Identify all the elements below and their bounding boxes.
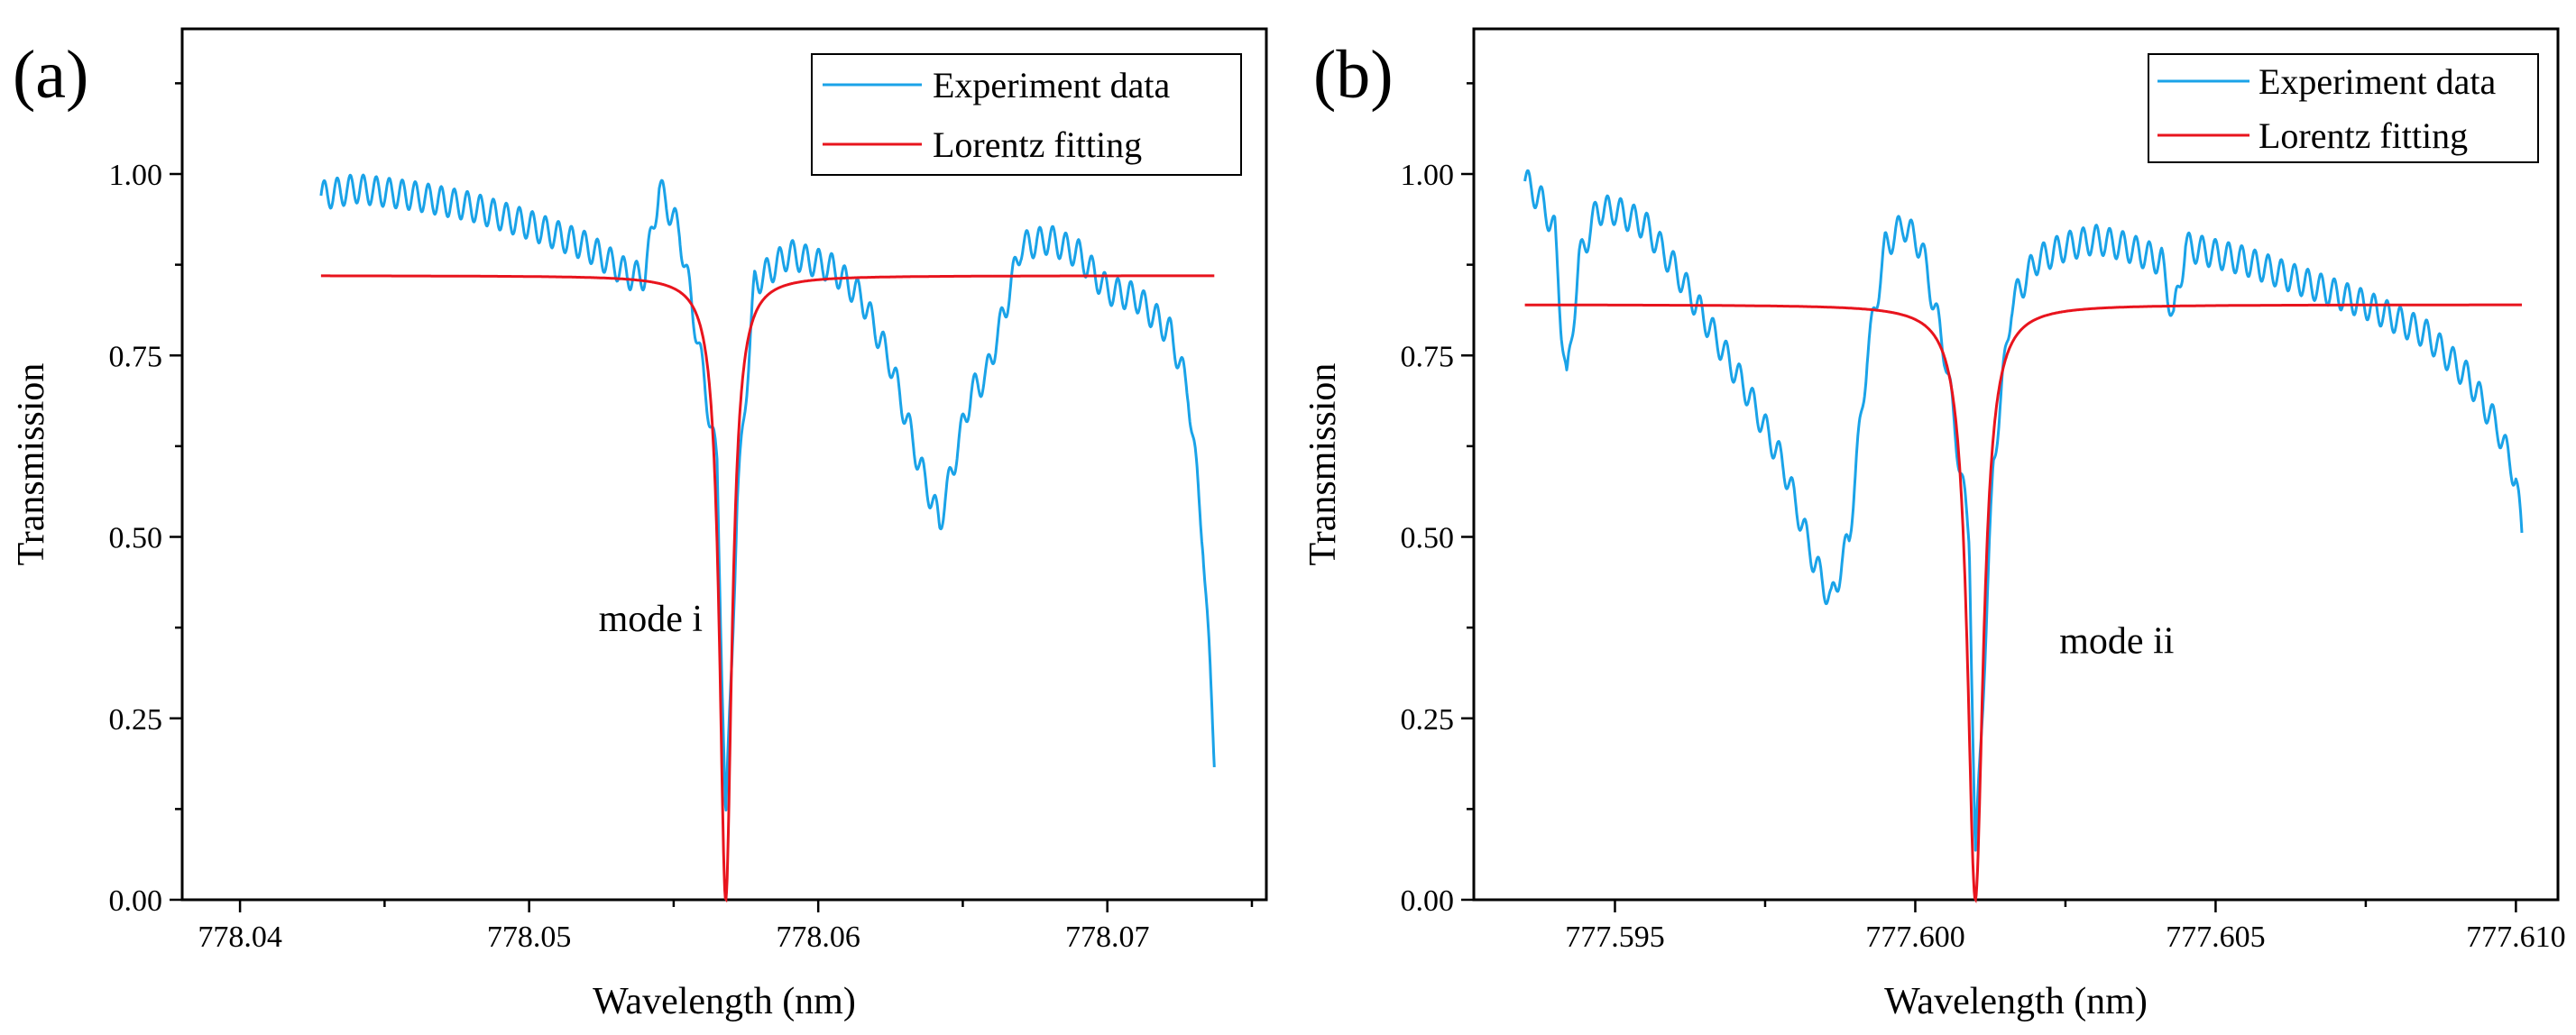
x-tick-label: 777.600 — [1865, 921, 1965, 954]
panel-b-legend: Experiment data Lorentz fitting — [2148, 53, 2539, 163]
panel-b-y-axis-title: Transmission — [1302, 363, 1344, 566]
panel-b: (b) 777.595 777.600 777.605 777.610 0.00… — [1302, 27, 2566, 1022]
x-tick-label: 777.610 — [2466, 921, 2566, 954]
y-tick-label: 1.00 — [109, 159, 163, 192]
panel-a-experiment-data-line — [319, 173, 1216, 812]
panel-a-x-axis-title: Wavelength (nm) — [593, 981, 856, 1022]
panel-a-label: (a) — [13, 37, 88, 113]
panel-a-legend-box — [811, 53, 1242, 176]
y-tick-label: 0.50 — [109, 522, 163, 555]
x-tick-label: 777.605 — [2166, 921, 2266, 954]
x-tick-label: 778.06 — [776, 921, 860, 954]
panel-a-mode-annotation: mode i — [599, 599, 703, 640]
panel-b-plot-frame — [1472, 27, 2560, 902]
panel-b-mode-annotation: mode ii — [2059, 620, 2174, 662]
y-tick-label: 0.75 — [1401, 340, 1455, 373]
panel-a-lorentz-fitting-line — [320, 274, 1215, 903]
panel-b-legend-experiment-label: Experiment data — [2259, 61, 2496, 102]
panel-b-x-axis-title: Wavelength (nm) — [1884, 981, 2148, 1022]
panel-b-y-tick-labels: 0.00 0.25 0.50 0.75 1.00 — [1401, 159, 1455, 918]
panel-a-legend: Experiment data Lorentz fitting — [811, 53, 1242, 176]
panel-a-legend-experiment-label: Experiment data — [933, 65, 1170, 105]
panel-b-y-axis — [1461, 82, 1474, 902]
y-tick-label: 0.00 — [1401, 884, 1455, 918]
panel-b-x-axis — [1614, 900, 2517, 912]
y-tick-label: 0.50 — [1401, 522, 1455, 555]
y-tick-label: 0.25 — [109, 703, 163, 737]
panel-a-y-axis-title: Transmission — [11, 363, 52, 566]
x-tick-label: 778.05 — [487, 921, 572, 954]
y-tick-label: 0.75 — [109, 340, 163, 373]
panel-b-legend-lorentz-label: Lorentz fitting — [2259, 115, 2468, 156]
panel-a-x-axis — [238, 900, 1254, 912]
panel-a: (a) 778.04 778.05 778.06 778.07 0.00 0.2… — [11, 27, 1268, 1022]
panel-a-y-axis — [170, 82, 182, 902]
panel-b-label: (b) — [1313, 37, 1394, 113]
panel-a-x-tick-labels: 778.04 778.05 778.06 778.07 — [198, 921, 1149, 954]
panel-b-x-tick-labels: 777.595 777.600 777.605 777.610 — [1565, 921, 2565, 954]
panel-a-y-tick-labels: 0.00 0.25 0.50 0.75 1.00 — [109, 159, 163, 918]
x-tick-label: 777.595 — [1565, 921, 1665, 954]
panel-b-lorentz-fitting-line — [1524, 303, 2522, 904]
panel-a-legend-lorentz-label: Lorentz fitting — [933, 124, 1142, 165]
y-tick-label: 1.00 — [1401, 159, 1455, 192]
y-tick-label: 0.25 — [1401, 703, 1455, 737]
x-tick-label: 778.07 — [1065, 921, 1150, 954]
x-tick-label: 778.04 — [198, 921, 282, 954]
y-tick-label: 0.00 — [109, 884, 163, 918]
panel-b-experiment-data-line — [1523, 169, 2524, 852]
panel-a-plot-frame — [180, 27, 1268, 902]
panel-b-legend-box — [2148, 53, 2539, 163]
